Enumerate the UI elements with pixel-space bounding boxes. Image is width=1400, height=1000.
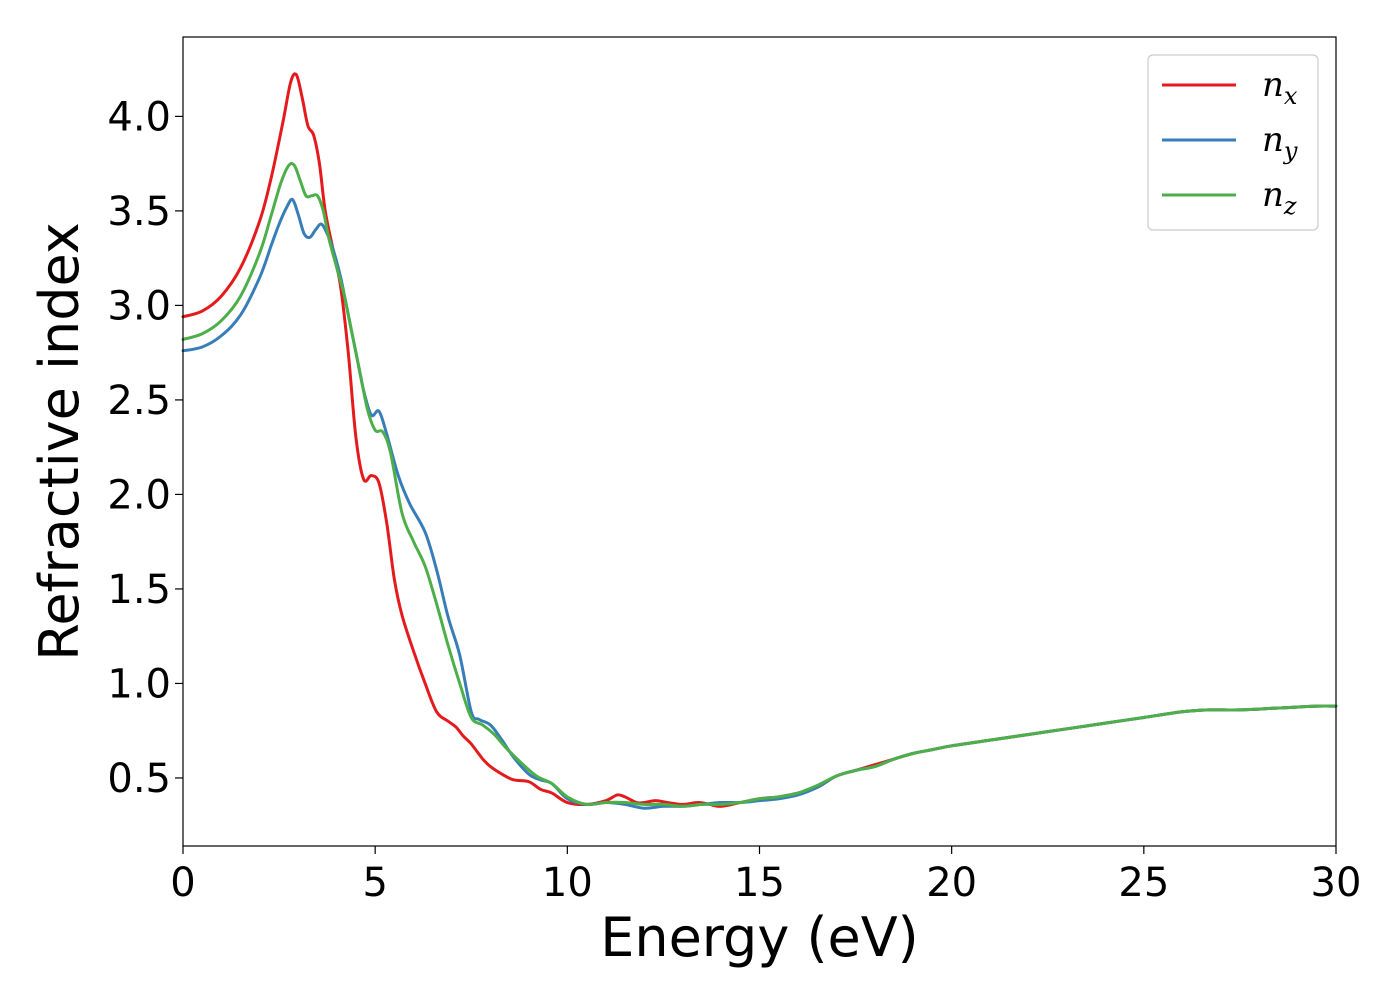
y-tick-label: 2.5 — [107, 378, 171, 424]
legend-label-y: ny — [1262, 120, 1298, 165]
y-tick-label: 4.0 — [107, 94, 171, 140]
y-tick-label: 3.5 — [107, 189, 171, 235]
y-tick-label: 1.0 — [107, 661, 171, 707]
x-axis-label: Energy (eV) — [600, 906, 919, 969]
y-axis-label: Refractive index — [28, 222, 91, 661]
legend-box — [1147, 54, 1319, 231]
legend: nx ny nz — [1147, 54, 1319, 231]
x-tick-label: 10 — [542, 860, 593, 906]
x-tick-label: 20 — [926, 860, 977, 906]
x-tick-label: 30 — [1311, 860, 1362, 906]
plot-area — [181, 72, 1338, 810]
x-tick-label: 0 — [170, 860, 195, 906]
x-tick-label: 5 — [362, 860, 387, 906]
y-tick-label: 3.0 — [107, 283, 171, 329]
legend-label-x: nx — [1262, 65, 1298, 110]
x-axis-ticks: 0 5 10 15 20 25 30 — [170, 846, 1361, 906]
y-tick-label: 2.0 — [107, 472, 171, 518]
series-line-z — [181, 162, 1338, 808]
legend-label-z: nz — [1262, 175, 1297, 220]
y-axis-ticks: 0.5 1.0 1.5 2.0 2.5 3.0 3.5 4.0 — [107, 94, 183, 802]
x-tick-label: 15 — [734, 860, 785, 906]
y-tick-label: 1.5 — [107, 567, 171, 613]
x-tick-label: 25 — [1118, 860, 1169, 906]
y-tick-label: 0.5 — [107, 756, 171, 802]
